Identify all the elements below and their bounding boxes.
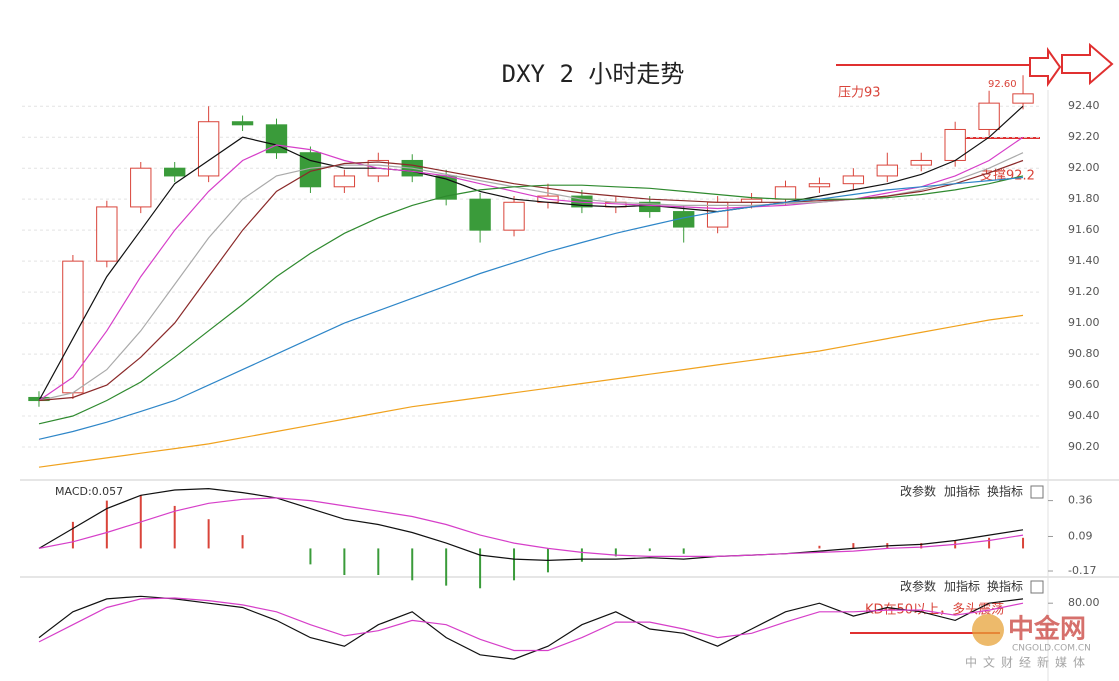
line-series (38, 597, 1024, 652)
candle-body (808, 183, 831, 188)
candle-body (231, 121, 254, 126)
y-tick-label: 90.80 (1068, 347, 1100, 360)
candle-body (910, 159, 932, 166)
arrow (1061, 42, 1114, 86)
line-series (38, 314, 1024, 468)
candle-body (130, 167, 152, 208)
y-tick-label: 90.40 (1068, 409, 1100, 422)
macd-label: MACD:0.057 (55, 485, 123, 498)
y-tick-label: 92.20 (1068, 130, 1100, 143)
line-series (38, 152, 1024, 402)
tool-button[interactable]: 换指标 (987, 484, 1023, 499)
line-series (38, 595, 1024, 660)
candle-body (774, 186, 797, 200)
line-series (38, 487, 1024, 562)
candle-body (503, 201, 525, 231)
candle-body (197, 121, 220, 177)
chart-title: DXY 2 小时走势 (502, 60, 685, 88)
y-tick-label: 91.60 (1068, 223, 1100, 236)
candle-body (978, 102, 1000, 130)
candle-body (333, 175, 356, 188)
annotation: 92.60 (988, 79, 1017, 90)
logo-icon (972, 614, 1004, 646)
candle-body (1012, 93, 1034, 104)
tool-button[interactable]: 换指标 (987, 579, 1023, 594)
line-series (38, 105, 1024, 401)
candle-body (62, 260, 84, 394)
y-tick-label: 0.36 (1068, 494, 1093, 507)
site-text: CNGOLD.COM.CN (1012, 644, 1091, 654)
candle-body (673, 211, 695, 228)
watermark: 中金网 CNGOLD.COM.CN 中文财经新媒体 (965, 614, 1091, 670)
y-tick-label: -0.17 (1068, 564, 1096, 577)
line-series (38, 176, 1024, 440)
slogan-text: 中文财经新媒体 (965, 655, 1091, 670)
tool-button[interactable]: 改参数 (900, 579, 936, 594)
y-tick-label: 92.40 (1068, 99, 1100, 112)
y-tick-label: 0.09 (1068, 529, 1093, 542)
tool-button[interactable]: 加指标 (944, 484, 980, 499)
line-series (38, 159, 1024, 402)
y-tick-label: 91.40 (1068, 254, 1100, 267)
candle-body (469, 198, 491, 231)
y-tick-label: 90.20 (1068, 440, 1100, 453)
tool-button[interactable]: 改参数 (900, 484, 936, 499)
y-tick-label: 91.00 (1068, 316, 1100, 329)
candle-body (164, 167, 186, 177)
close-button[interactable] (1030, 485, 1044, 499)
candle-body (842, 175, 865, 185)
arrow (1029, 46, 1062, 88)
candle-body (876, 164, 898, 177)
candle-body (96, 206, 118, 262)
y-tick-label: 91.80 (1068, 192, 1100, 205)
close-button[interactable] (1030, 580, 1044, 594)
tool-button[interactable]: 加指标 (944, 579, 980, 594)
y-tick-label: 91.20 (1068, 285, 1100, 298)
toolbar: 改参数 加指标 换指标 改参数 加指标 换指标 (900, 484, 1044, 594)
y-tick-label: 90.60 (1068, 378, 1100, 391)
line-series (38, 175, 1024, 425)
annotation: 压力93 (838, 86, 881, 101)
line-series (38, 497, 1024, 558)
y-tick-label: 80.00 (1068, 596, 1100, 609)
logo-text: 中金网 (1008, 614, 1086, 645)
y-tick-label: 92.00 (1068, 161, 1100, 174)
